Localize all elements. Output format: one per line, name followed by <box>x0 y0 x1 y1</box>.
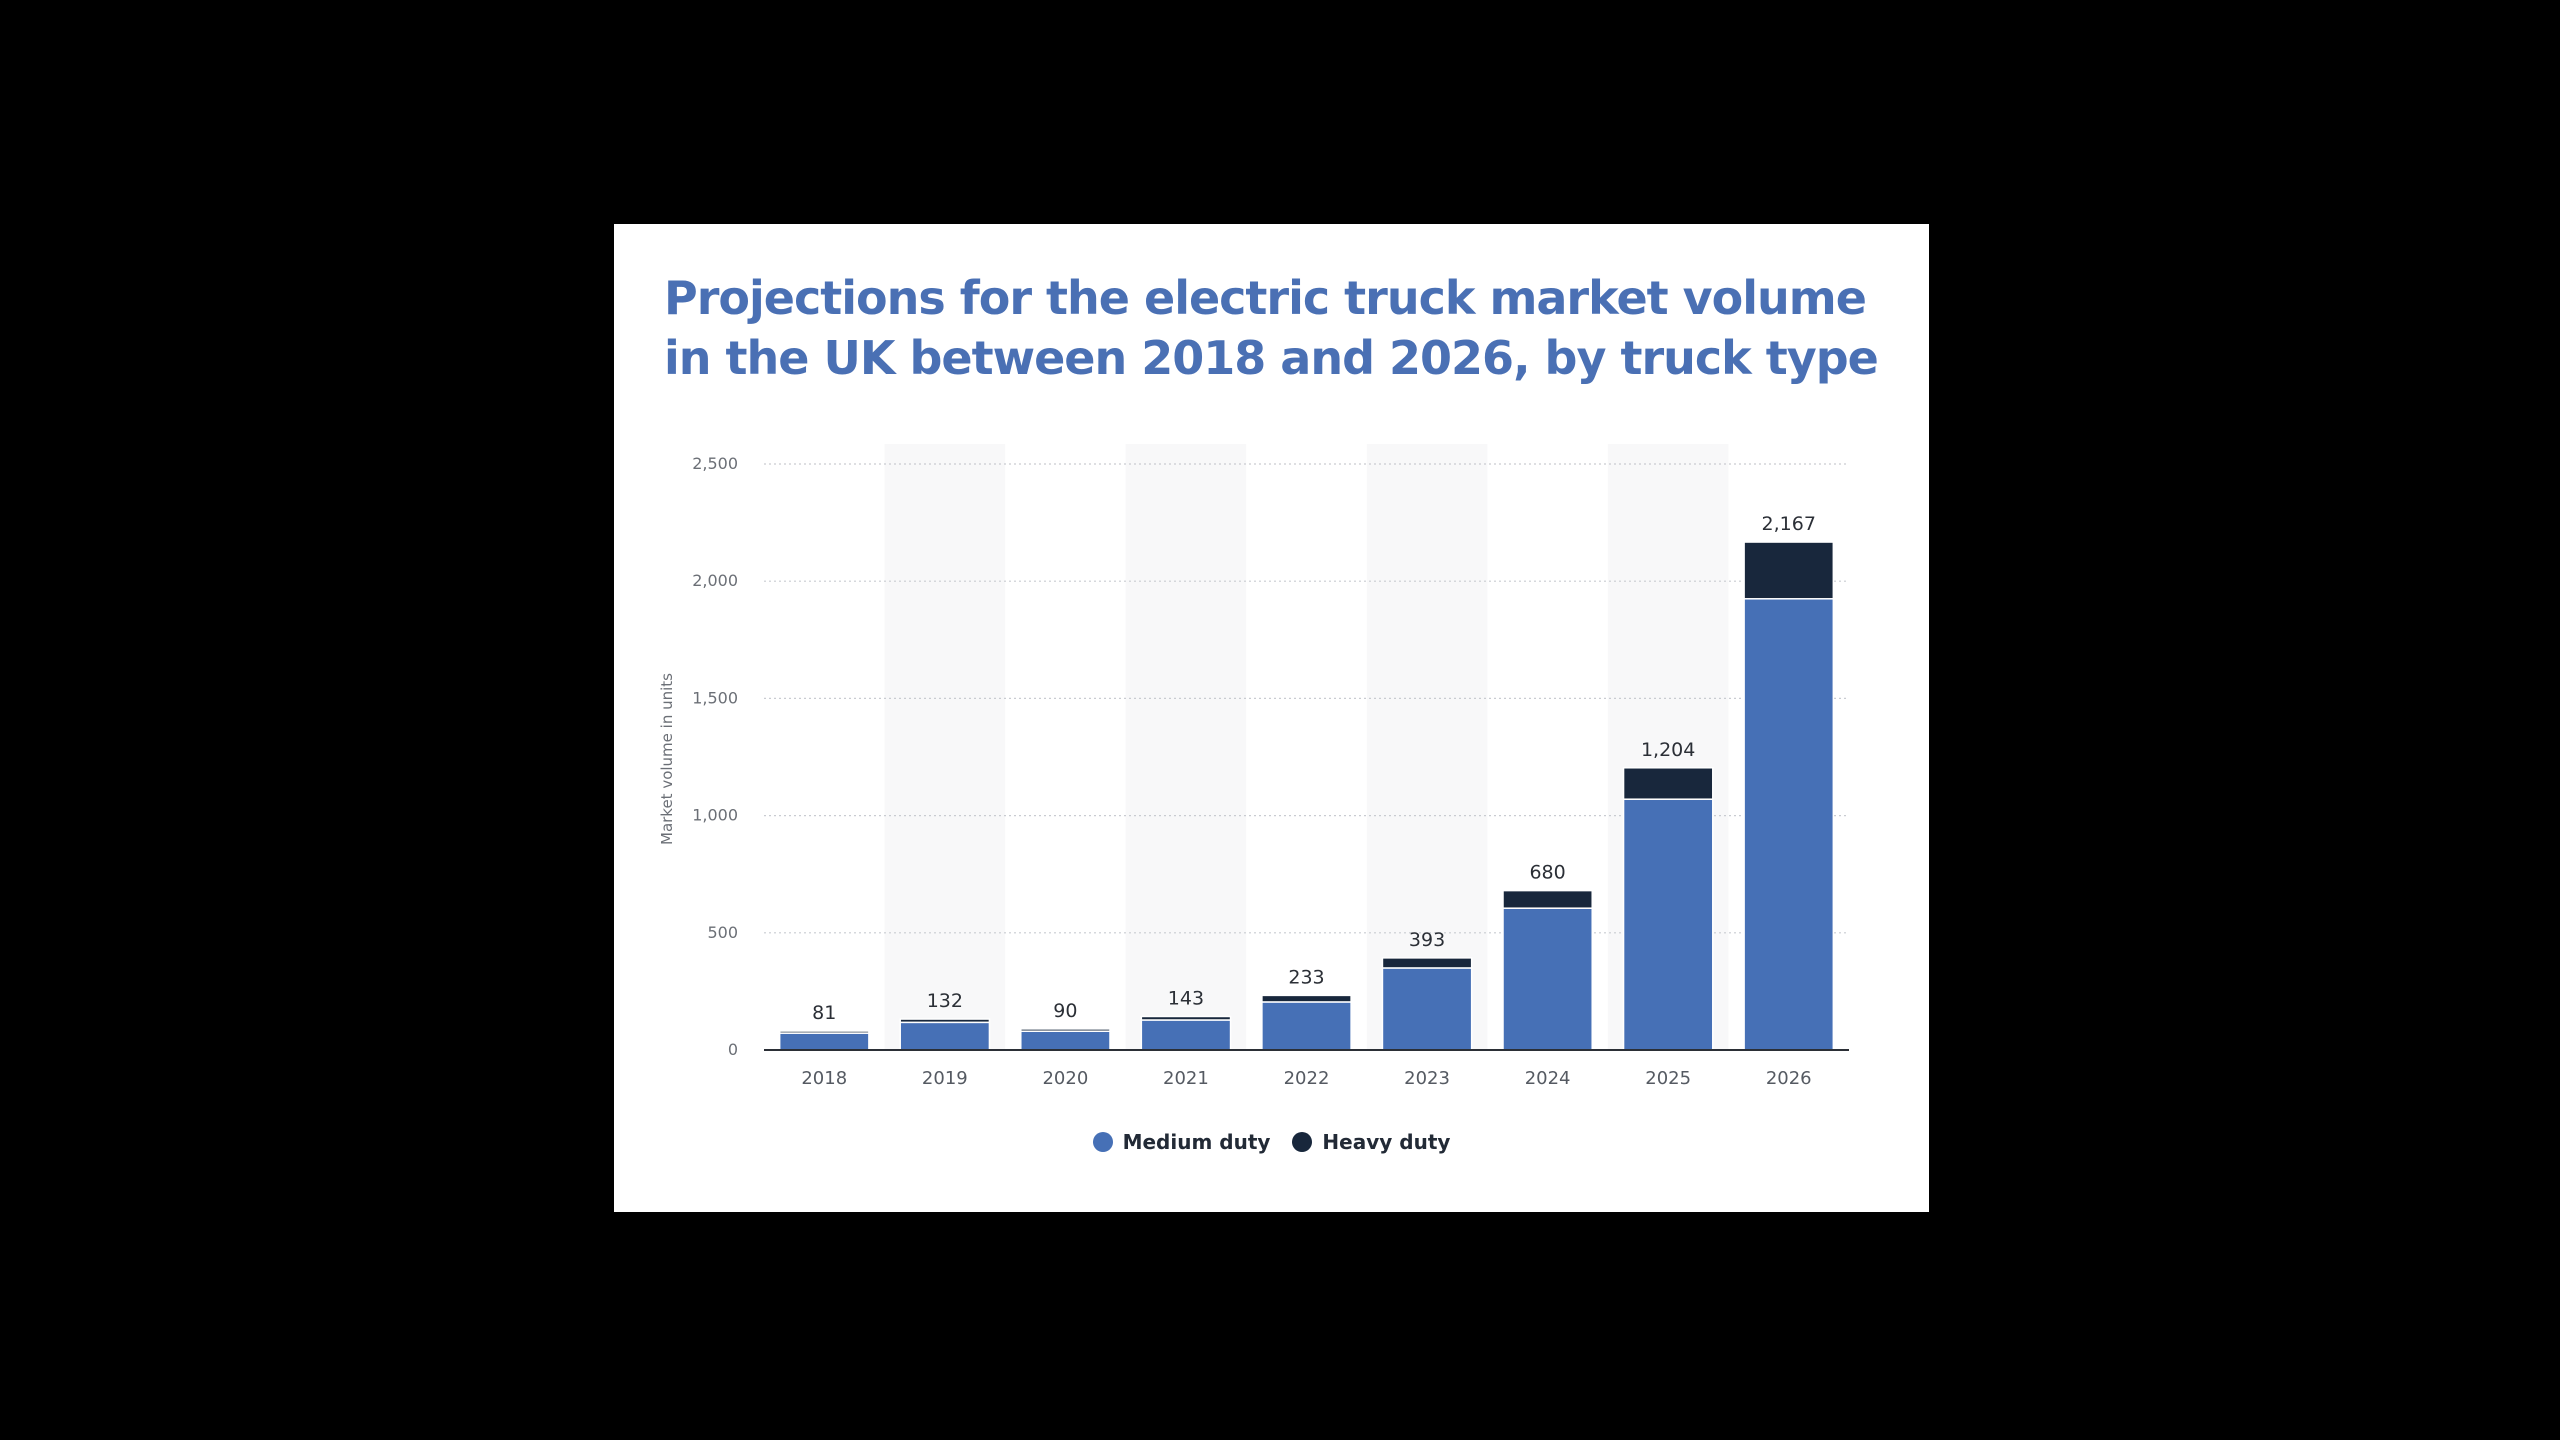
y-axis-label: Market volume in units <box>658 673 676 845</box>
y-tick-label: 0 <box>728 1040 738 1059</box>
bar-medium-duty-2020[interactable] <box>1020 1030 1111 1051</box>
bar-chart: 0 500 1,000 1,500 2,000 2,500 81 2018 132 2019 90… <box>658 444 1849 1089</box>
bar-heavy-duty-2023[interactable] <box>1381 957 1473 969</box>
bar-heavy-duty-2025[interactable] <box>1622 767 1714 800</box>
x-tick-label: 2025 <box>1645 1068 1691 1089</box>
data-label-total: 393 <box>1409 929 1445 951</box>
bar-heavy-duty-2020[interactable] <box>1020 1028 1111 1032</box>
data-label-total: 680 <box>1529 862 1565 884</box>
column-band <box>1366 444 1488 1050</box>
y-tick-label: 2,500 <box>692 454 738 473</box>
legend-swatch-heavy-duty <box>1292 1132 1313 1152</box>
data-label-total: 233 <box>1288 966 1324 988</box>
bar-heavy-duty-2022[interactable] <box>1261 994 1352 1003</box>
x-tick-label: 2019 <box>922 1068 968 1089</box>
x-tick-label: 2020 <box>1042 1068 1088 1089</box>
data-label-total: 90 <box>1053 1000 1077 1022</box>
data-label-total: 1,204 <box>1641 739 1695 761</box>
bar-medium-duty-2021[interactable] <box>1140 1019 1232 1051</box>
data-label-total: 81 <box>812 1002 836 1024</box>
legend-item-medium-duty[interactable]: Medium duty <box>1092 1130 1271 1154</box>
bar-heavy-duty-2021[interactable] <box>1140 1015 1232 1021</box>
bar-medium-duty-2019[interactable] <box>899 1021 991 1051</box>
x-tick-label: 2021 <box>1163 1068 1209 1089</box>
bar-heavy-duty-2024[interactable] <box>1502 889 1593 909</box>
bar-medium-duty-2025[interactable] <box>1622 798 1714 1051</box>
x-tick-label: 2024 <box>1525 1068 1571 1089</box>
data-label-total: 132 <box>927 990 963 1012</box>
chart-title: Projections for the electric truck marke… <box>664 271 1879 385</box>
column-band <box>1125 444 1247 1050</box>
column-band <box>884 444 1006 1050</box>
x-tick-label: 2026 <box>1766 1068 1812 1089</box>
chart-card: Projections for the electric truck marke… <box>614 224 1929 1212</box>
bar-heavy-duty-2018[interactable] <box>778 1030 870 1034</box>
x-tick-label: 2022 <box>1284 1068 1330 1089</box>
data-label-total: 143 <box>1168 987 1204 1009</box>
bar-medium-duty-2023[interactable] <box>1381 967 1473 1051</box>
bar-heavy-duty-2019[interactable] <box>899 1018 991 1024</box>
x-tick-label: 2018 <box>801 1068 847 1089</box>
legend-item-heavy-duty[interactable]: Heavy duty <box>1292 1130 1450 1154</box>
legend-swatch-medium-duty <box>1092 1132 1113 1152</box>
legend-label-medium-duty: Medium duty <box>1122 1130 1271 1154</box>
y-tick-label: 2,000 <box>692 571 738 590</box>
bar-medium-duty-2024[interactable] <box>1502 907 1593 1051</box>
bar-medium-duty-2026[interactable] <box>1743 598 1835 1051</box>
bar-heavy-duty-2026[interactable] <box>1743 541 1835 600</box>
y-tick-label: 500 <box>707 923 738 942</box>
y-tick-label: 1,500 <box>692 688 738 707</box>
legend-label-heavy-duty: Heavy duty <box>1322 1130 1451 1154</box>
x-tick-label: 2023 <box>1404 1068 1450 1089</box>
y-tick-label: 1,000 <box>692 806 738 825</box>
bar-medium-duty-2018[interactable] <box>778 1032 870 1051</box>
bar-medium-duty-2022[interactable] <box>1261 1001 1352 1051</box>
chart-legend: Medium duty Heavy duty <box>614 1130 1929 1154</box>
data-label-total: 2,167 <box>1762 513 1816 535</box>
